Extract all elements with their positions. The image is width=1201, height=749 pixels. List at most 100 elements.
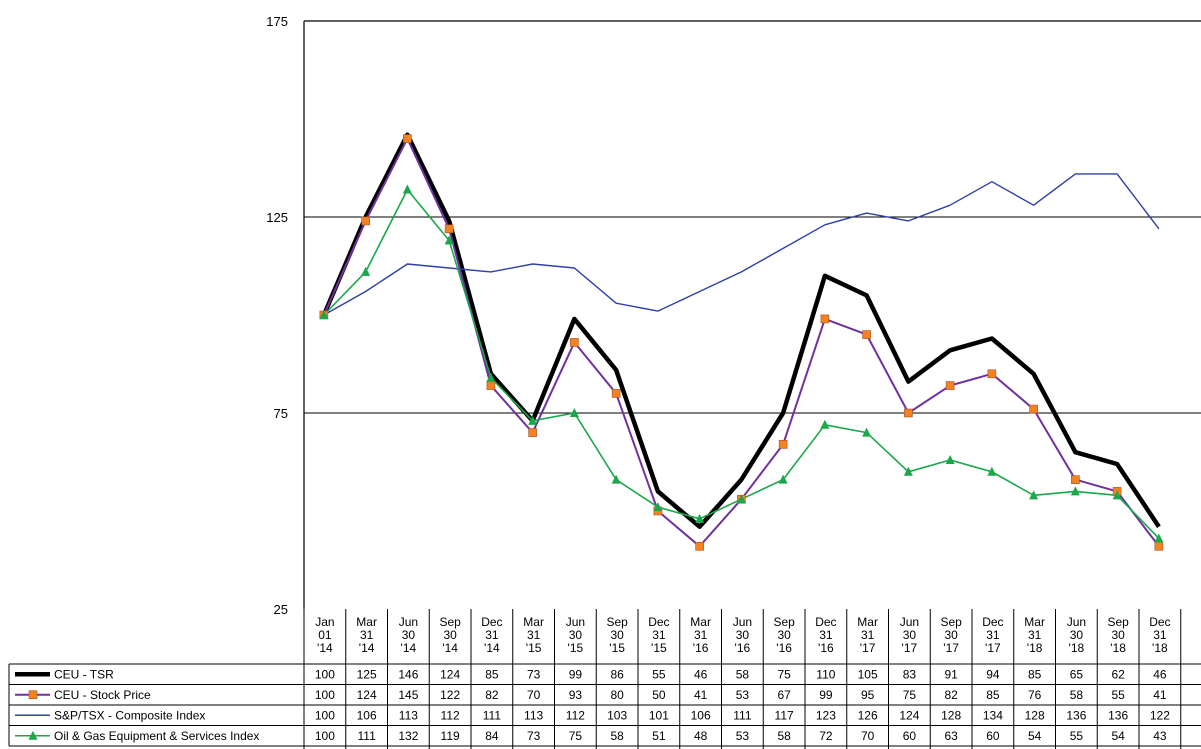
table-cell: 75 [903,688,917,702]
x-tick-label: 01 [318,628,332,642]
table-cell: 55 [1070,729,1084,743]
table-cell: 85 [485,667,499,681]
series-3-point [736,494,746,504]
series-3-point [1029,490,1039,500]
x-tick-label: 31 [360,628,374,642]
x-tick-label: 31 [485,628,499,642]
x-tick-label: 30 [1070,628,1084,642]
table-cell: 53 [736,729,750,743]
table-cell: 73 [527,729,541,743]
table-cell: 126 [858,708,878,722]
x-tick-label: Jan [315,615,334,629]
x-tick-label: 30 [569,628,583,642]
x-tick-label: Mar [1024,615,1045,629]
series-3-point [1070,486,1080,496]
legend-label: CEU - Stock Price [54,688,151,702]
series-line-1 [322,137,1160,548]
x-tick-label: '17 [902,641,918,655]
series-1-point [778,440,788,449]
x-tick-label: '14 [442,641,458,655]
x-tick-label: 31 [694,628,708,642]
series-1-point [1029,404,1038,414]
x-tick-label: 31 [1153,628,1167,642]
x-tick-label: 30 [944,628,958,642]
series-1-point [444,224,454,234]
series-3-point [945,455,955,465]
series-3-point [611,474,621,484]
table-cell: 110 [816,667,835,681]
table-cell: 86 [610,667,624,681]
series-1-point [486,381,496,390]
x-tick-label: '14 [359,641,375,655]
x-tick-label: Dec [648,615,669,629]
x-tick-label: '18 [1069,641,1085,655]
table-cell: 54 [1111,729,1125,743]
x-tick-label: 30 [736,628,750,642]
x-tick-label: '16 [735,641,751,655]
x-tick-label: Sep [940,615,962,629]
x-tick-label: '16 [693,641,709,655]
table-cell: 128 [941,708,961,722]
series-1-point [403,134,412,143]
table-cell: 83 [903,667,917,681]
table-cell: 54 [1028,729,1042,743]
table-cell: 106 [691,708,711,722]
table-cell: 85 [1028,667,1042,681]
table-cell: 65 [1070,667,1084,681]
x-tick-label: Mar [857,615,878,629]
x-tick-label: '15 [526,641,542,655]
table-cell: 60 [903,729,917,743]
table-cell: 117 [775,708,794,722]
x-tick-label: Sep [773,615,795,629]
x-tick-label: 31 [819,628,833,642]
series-3-point [444,235,454,245]
x-tick-label: Sep [606,615,628,629]
table-cell: 111 [733,708,752,722]
series-line-2 [323,173,1160,316]
table-cell: 60 [986,729,1000,743]
table-cell: 43 [1153,729,1167,743]
x-tick-label: Dec [1149,615,1170,629]
x-tick-label: Dec [982,615,1003,629]
table-cell: 128 [1025,708,1045,722]
series-3-point [778,474,788,484]
legend-label: S&P/TSX - Composite Index [54,708,205,722]
table-cell: 53 [736,688,750,702]
x-tick-label: 30 [443,628,457,642]
table-cell: 111 [483,708,502,722]
series-3-point [319,310,329,319]
series-1-point [987,369,997,379]
table-cell: 72 [819,729,833,743]
x-tick-label: 30 [610,628,624,642]
table-cell: 134 [983,708,1003,722]
x-tick-label: 31 [986,628,1000,642]
table-cell: 67 [777,688,791,702]
table-cell: 103 [607,708,627,722]
x-tick-label: 30 [1111,628,1125,642]
x-tick-label: Dec [815,615,836,629]
series-3-point [569,408,579,417]
series-3-point [361,266,371,276]
table-cell: 100 [315,688,335,702]
table-cell: 101 [649,708,669,722]
series-3-point [987,466,997,476]
table-cell: 82 [485,688,499,702]
series-3-point [695,513,705,523]
table-cell: 100 [315,708,335,722]
table-cell: 112 [566,708,585,722]
series-1-point [862,330,871,339]
table-cell: 85 [986,688,1000,702]
table-cell: 119 [441,729,460,743]
x-tick-label: 31 [527,628,541,642]
table-cell: 63 [944,729,958,743]
series-1-point [361,216,370,226]
table-cell: 145 [398,688,418,702]
table-cell: 99 [569,667,583,681]
x-tick-label: Jun [900,615,919,629]
x-tick-label: '14 [401,641,417,655]
table-cell: 99 [819,688,833,702]
table-cell: 58 [1070,688,1084,702]
x-tick-label: '15 [609,641,625,655]
series-3-point [862,427,872,437]
series-1-point [611,389,621,398]
